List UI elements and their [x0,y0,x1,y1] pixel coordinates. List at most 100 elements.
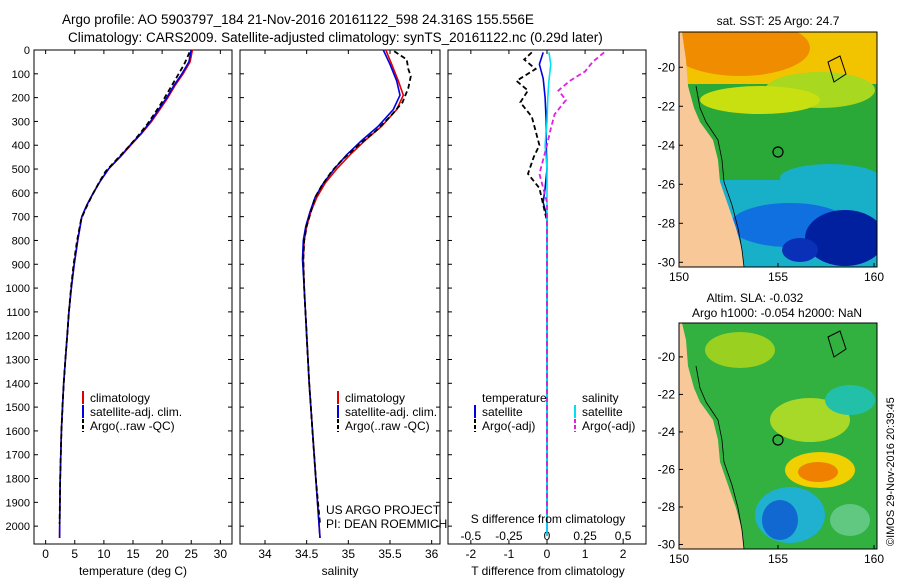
lat-tick-label: -24 [658,425,676,439]
depth-tick-label: 1600 [6,426,30,438]
depth-tick-label: 600 [12,188,30,200]
lat-tick-label: -20 [658,350,676,364]
legend-swatch-satellite [337,405,339,418]
x-tick-label: 10 [97,547,111,561]
series-line-temperature-argo-adj- [514,51,548,524]
lon-tick-label: 150 [669,270,689,284]
plot-title-line1: Argo profile: AO 5903797_184 21-Nov-2016… [62,12,534,27]
depth-tick-label: 800 [12,235,30,247]
legend-swatch-sal-satellite [574,405,576,418]
depth-tick-label: 900 [12,259,30,271]
depth-tick-label: 1900 [6,497,30,509]
sst-map-title: sat. SST: 25 Argo: 24.7 [717,14,840,28]
difference-profiles [514,51,605,536]
x-tick-label: 5 [71,547,78,561]
legend-label-sal-argo: Argo(-adj) [582,419,635,433]
salinity-profiles [301,49,412,539]
s-tick-label: 0 [544,529,551,543]
lat-tick-label: -28 [658,216,676,230]
depth-tick-label: 1500 [6,402,30,414]
lat-tick-label: -22 [658,99,676,113]
t-difference-label: T difference from climatology [471,564,625,578]
salinity-legend: climatology satellite-adj. clim. Argo(..… [337,391,437,433]
temperature-axis-ticks: 0 5 10 15 20 25 30 [34,49,232,561]
lon-tick-label: 150 [669,552,689,566]
x-tick-label: 20 [155,547,169,561]
t-tick-label: 1 [582,547,589,561]
lat-tick-label: -30 [658,537,676,551]
x-tick-label: 36 [425,547,439,561]
legend-swatch-climatology [82,391,84,404]
legend-label-sal-satellite: satellite [582,405,623,419]
lat-tick-label: -28 [658,500,676,514]
lat-tick-label: -24 [658,138,676,152]
lat-tick-label: -20 [658,60,676,74]
lat-tick-label: -26 [658,177,676,191]
legend-label-temp-argo: Argo(-adj) [482,419,535,433]
s-tick-label: -0.5 [461,529,482,543]
difference-axis-ticks: -2 -1 0 1 2 -0.5 -0.25 0 0.25 0.5 [448,49,646,561]
salinity-panel: 34 34.5 35 35.5 36 salinity climatology sate… [239,49,447,578]
legend-label-satellite: satellite-adj. clim. [90,405,182,419]
x-tick-label: 30 [214,547,228,561]
x-tick-label: 34 [258,547,272,561]
depth-tick-label: 200 [12,93,30,105]
legend-swatch-satellite [82,405,84,418]
t-tick-label: -2 [466,547,477,561]
lon-tick-label: 160 [864,552,884,566]
legend-header-temperature: temperature [482,391,547,405]
difference-panel: -2 -1 0 1 2 -0.5 -0.25 0 0.25 0.5 S difference fr… [447,49,647,578]
x-tick-label: 34.5 [295,547,319,561]
depth-tick-label: 300 [12,116,30,128]
depth-tick-label: 700 [12,212,30,224]
difference-legend: temperature salinity satellite Argo(-adj… [474,391,635,433]
sla-map: Altim. SLA: -0.032 Argo h1000: -0.054 h2… [658,291,885,566]
plot-title-line2: Climatology: CARS2009. Satellite-adjuste… [68,30,603,45]
s-tick-label: -0.25 [495,529,523,543]
sla-map-title-1: Altim. SLA: -0.032 [707,291,804,305]
series-line-argo-raw-qc- [58,52,191,524]
legend-header-salinity: salinity [582,391,619,405]
series-line-argo-raw-qc- [302,50,412,524]
project-name: US ARGO PROJECT [326,503,441,517]
lon-tick-label: 155 [768,270,788,284]
depth-axis-ticks: 0 100 200 300 400 500 600 700 800 900 1000 1100 1200… [6,45,30,533]
depth-tick-label: 0 [24,45,30,57]
argo-position-marker [772,146,784,158]
series-line-salinity-argo-adj- [538,51,605,524]
x-tick-label: 25 [185,547,199,561]
argo-position-marker [772,434,784,446]
depth-tick-label: 1300 [6,354,30,366]
temperature-axis-label: temperature (deg C) [79,564,187,578]
legend-swatch-temp-satellite [474,405,476,418]
legend-label-argo: Argo(..raw -QC) [90,419,175,433]
x-tick-label: 35 [342,547,356,561]
lon-tick-label: 155 [768,552,788,566]
depth-tick-label: 1400 [6,378,30,390]
sla-map-title-2: Argo h1000: -0.054 h2000: NaN [692,306,862,320]
depth-tick-label: 1100 [6,307,30,319]
s-tick-label: 0.25 [573,529,597,543]
sla-map-axes: 150 155 160 -20 -22 -24 -26 -28 -30 [658,350,885,566]
depth-tick-label: 100 [12,69,30,81]
s-difference-label: S difference from climatology [471,512,626,526]
depth-tick-label: 1200 [6,331,30,343]
legend-swatch-climatology [337,391,339,404]
depth-tick-label: 1800 [6,474,30,486]
s-tick-label: 0.5 [615,529,632,543]
imos-timestamp: ©IMOS 29-Nov-2016 20:39:45 [885,397,897,546]
legend-label-temp-satellite: satellite [482,405,523,419]
legend-label-argo: Argo(..raw -QC) [345,419,430,433]
temperature-profiles [58,49,194,539]
lat-tick-label: -22 [658,387,676,401]
x-tick-label: 0 [42,547,49,561]
t-tick-label: 2 [620,547,627,561]
x-tick-label: 15 [126,547,140,561]
lat-tick-label: -26 [658,462,676,476]
depth-tick-label: 400 [12,140,30,152]
sst-map-axes: 150 155 160 -20 -22 -24 -26 -28 -30 [658,60,885,284]
salinity-axis-ticks: 34 34.5 35 35.5 36 [240,49,440,561]
depth-tick-label: 1000 [6,283,30,295]
depth-tick-label: 2000 [6,521,30,533]
sst-map: sat. SST: 25 Argo: 24.7 150 155 160 -20 -22 -… [658,14,885,284]
